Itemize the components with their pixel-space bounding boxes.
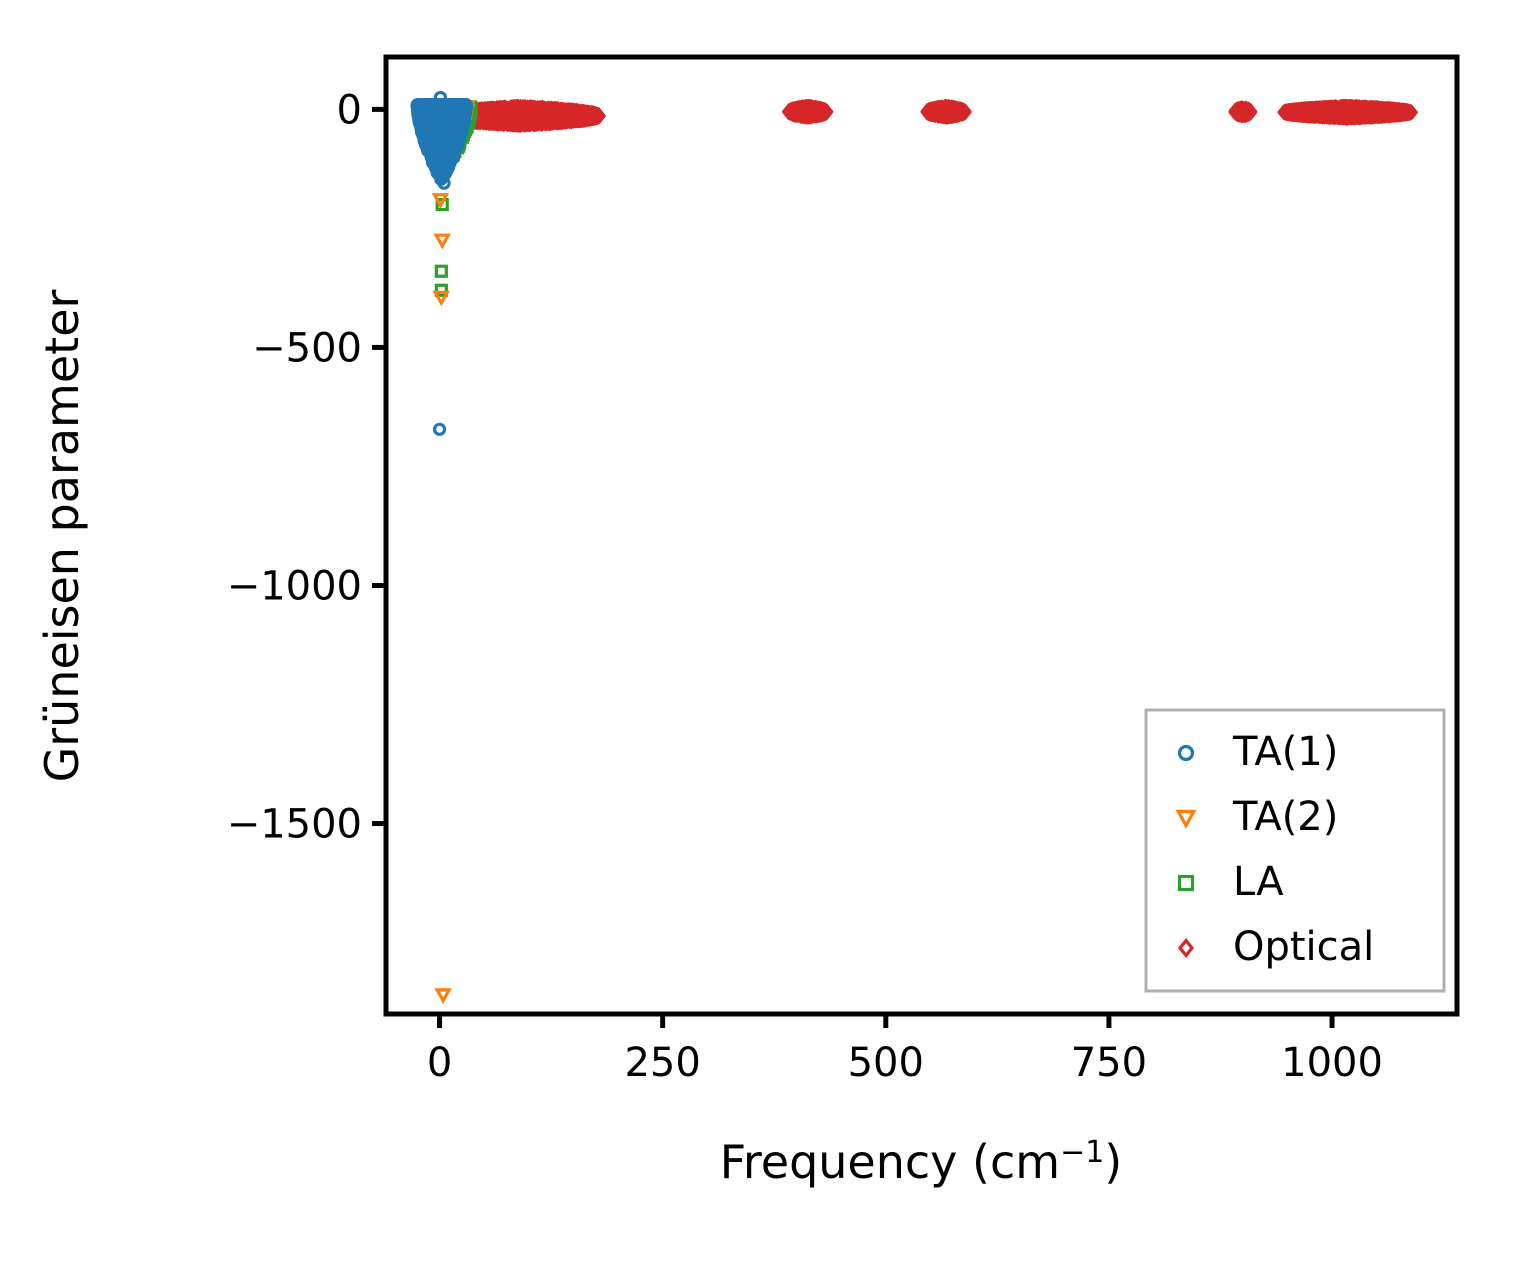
legend-marker-optical bbox=[1177, 937, 1195, 959]
legend-label-ta1[interactable]: TA(1) bbox=[1232, 729, 1338, 775]
y-tick-label: −500 bbox=[252, 325, 362, 371]
y-tick-label: −1500 bbox=[227, 802, 362, 848]
y-tick-label: −1000 bbox=[227, 563, 362, 609]
legend-marker-la bbox=[1177, 874, 1195, 892]
legend-label-optical[interactable]: Optical bbox=[1233, 924, 1374, 970]
axis-ticks bbox=[372, 106, 1335, 1028]
y-axis-label: Grüneisen parameter bbox=[35, 289, 89, 782]
x-tick-label: 500 bbox=[848, 1040, 924, 1086]
legend-frame bbox=[1144, 708, 1446, 993]
legend[interactable]: TA(1) TA(2) LA Optical bbox=[1144, 708, 1446, 993]
series-ta1 bbox=[410, 90, 473, 436]
x-tick-label: 250 bbox=[624, 1040, 700, 1086]
y-tick-label: 0 bbox=[337, 87, 362, 133]
x-tick-label: 1000 bbox=[1281, 1040, 1383, 1086]
x-axis-label: Frequency (cm−1) bbox=[720, 1135, 1123, 1189]
x-tick-label: 0 bbox=[427, 1040, 452, 1086]
legend-marker-ta2 bbox=[1175, 809, 1197, 829]
x-tick-label: 750 bbox=[1071, 1040, 1147, 1086]
y-tick-labels: 0 −500 −1000 −1500 bbox=[227, 87, 362, 847]
legend-label-la[interactable]: LA bbox=[1233, 859, 1284, 905]
x-tick-labels: 0 250 500 750 1000 bbox=[427, 1040, 1383, 1086]
scatter-data-points bbox=[410, 90, 1418, 1004]
legend-marker-ta1 bbox=[1177, 744, 1195, 762]
legend-label-ta2[interactable]: TA(2) bbox=[1232, 794, 1338, 840]
legend-items[interactable]: TA(1) TA(2) LA Optical bbox=[1175, 729, 1374, 970]
